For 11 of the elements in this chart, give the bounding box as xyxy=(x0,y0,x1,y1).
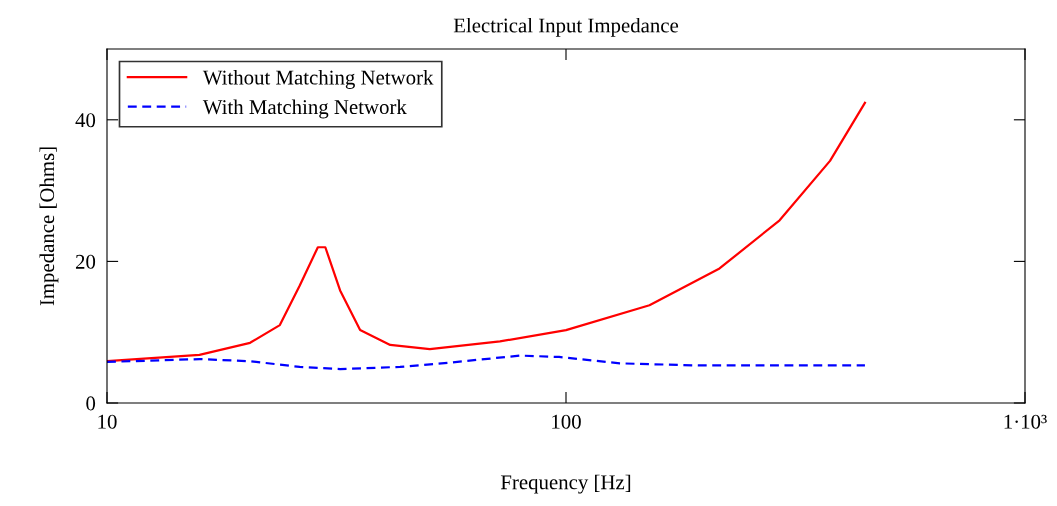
x-axis-title: Frequency [Hz] xyxy=(500,474,631,494)
y-tick-label: 0 xyxy=(86,396,96,411)
y-tick-label: 20 xyxy=(75,254,96,269)
legend-label: Without Matching Network xyxy=(202,69,434,89)
x-tick-label: 1·10³ xyxy=(1004,414,1047,429)
y-axis-title: Impedance [Ohms] xyxy=(39,147,59,306)
x-tick-label: 10 xyxy=(98,414,117,429)
chart-title: Electrical Input Impedance xyxy=(453,17,679,37)
y-tick-label: 40 xyxy=(75,113,96,128)
legend-label: With Matching Network xyxy=(202,99,407,119)
x-tick-label: 100 xyxy=(552,414,581,429)
